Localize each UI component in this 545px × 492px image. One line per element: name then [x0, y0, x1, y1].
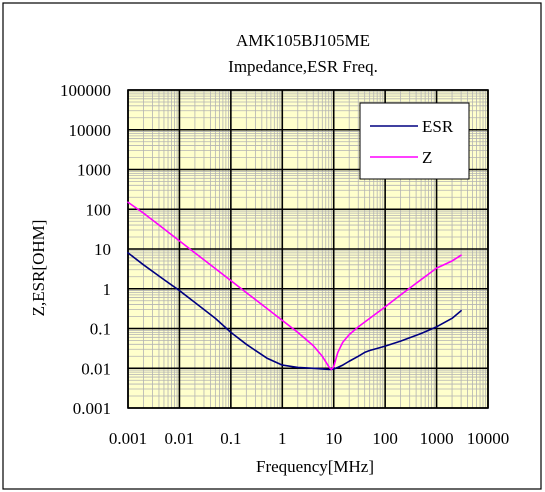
x-tick-label: 100	[372, 429, 398, 448]
x-tick-label: 0.001	[109, 429, 147, 448]
legend-box	[359, 102, 470, 180]
y-tick-label: 1000	[77, 161, 111, 180]
legend-label-esr: ESR	[422, 117, 454, 136]
x-tick-label: 1000	[420, 429, 454, 448]
series-line-z	[127, 201, 462, 371]
y-tick-label: 1	[103, 280, 112, 299]
x-tick-label: 10000	[467, 429, 510, 448]
legend: ESR Z	[359, 102, 470, 180]
y-tick-labels: 0.001 0.01 0.1 1 10 100 1000 10000 100000	[60, 81, 111, 418]
y-tick-label: 0.01	[81, 359, 111, 378]
chart-title: AMK105BJ105ME	[236, 31, 370, 50]
series-lines	[127, 201, 462, 371]
y-tick-label: 100000	[60, 81, 111, 100]
y-tick-label: 10000	[69, 121, 112, 140]
chart-subtitle: Impedance,ESR Freq.	[228, 57, 378, 76]
y-axis-label: Z,ESR[OHM]	[29, 220, 48, 317]
x-tick-label: 0.1	[220, 429, 241, 448]
y-tick-label: 0.1	[90, 320, 111, 339]
x-tick-label: 1	[278, 429, 287, 448]
x-tick-label: 10	[325, 429, 342, 448]
y-tick-label: 10	[94, 240, 111, 259]
x-tick-label: 0.01	[165, 429, 195, 448]
plot-border	[127, 89, 489, 409]
legend-label-z: Z	[422, 148, 432, 167]
y-tick-label: 0.001	[73, 399, 111, 418]
y-tick-label: 100	[86, 200, 112, 219]
x-axis-label: Frequency[MHz]	[256, 457, 374, 476]
x-tick-labels: 0.001 0.01 0.1 1 10 100 1000 10000	[109, 429, 509, 448]
